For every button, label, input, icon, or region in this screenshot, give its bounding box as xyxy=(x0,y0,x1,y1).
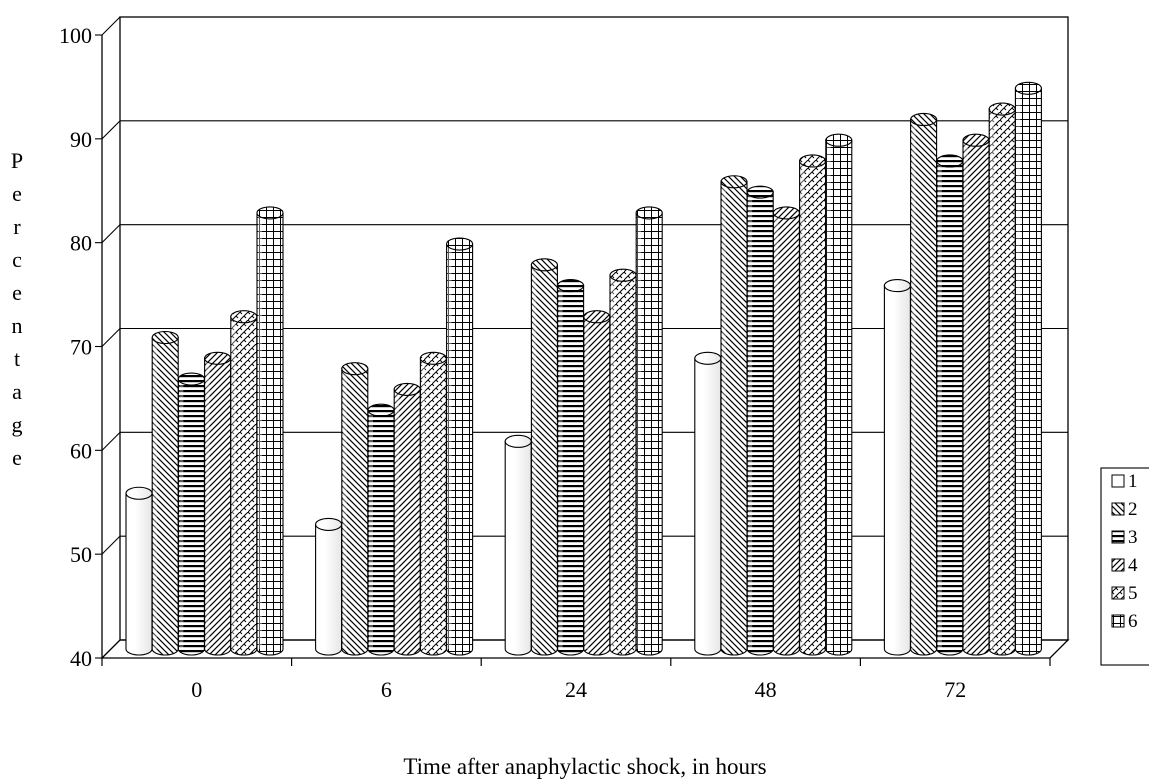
bar-4-6 xyxy=(393,382,421,656)
legend-label: 5 xyxy=(1128,583,1138,604)
bar-3-6 xyxy=(367,403,395,656)
bar-6-24 xyxy=(635,206,663,656)
bar-2-48 xyxy=(720,175,748,656)
bar-3-72 xyxy=(936,154,964,656)
bar-2-0 xyxy=(151,330,179,656)
legend-label: 6 xyxy=(1128,611,1138,632)
bar-3-24 xyxy=(557,279,585,656)
x-tick-label: 72 xyxy=(944,677,966,702)
legend-swatch xyxy=(1111,614,1125,628)
bar-5-24 xyxy=(609,268,637,656)
y-tick-label: 80 xyxy=(70,231,92,256)
legend-label: 2 xyxy=(1128,499,1138,520)
side-wall-line xyxy=(101,535,121,555)
y-axis-title-letter: c xyxy=(12,247,22,272)
bar-4-72 xyxy=(962,133,990,656)
bar-1-24 xyxy=(504,434,532,656)
legend-box xyxy=(1100,467,1149,666)
bar-4-24 xyxy=(583,310,611,656)
x-tick-label: 24 xyxy=(565,677,587,702)
y-axis-title-letter: g xyxy=(12,412,23,437)
y-axis-title-letter: t xyxy=(14,346,20,371)
bar-1-6 xyxy=(315,517,343,656)
y-tick-label: 40 xyxy=(70,646,92,671)
side-wall-line xyxy=(101,224,121,244)
legend-label: 3 xyxy=(1128,527,1138,548)
legend: 1 2 3 4 5 6 xyxy=(1100,467,1149,666)
side-wall-line xyxy=(101,16,121,36)
side-wall-line xyxy=(101,431,121,451)
floor xyxy=(100,639,1070,659)
y-axis-title-letter: a xyxy=(12,379,22,404)
legend-swatch xyxy=(1111,502,1125,516)
legend-swatch xyxy=(1111,558,1125,572)
legend-label: 1 xyxy=(1128,471,1138,492)
bar-1-72 xyxy=(883,279,911,656)
legend-label: 4 xyxy=(1128,555,1138,576)
y-tick-label: 70 xyxy=(70,335,92,360)
bar-4-48 xyxy=(772,206,800,656)
legend-swatch xyxy=(1111,474,1125,488)
bar-2-6 xyxy=(341,362,369,656)
y-tick-label: 100 xyxy=(59,23,92,48)
legend-swatch xyxy=(1111,586,1125,600)
bar-3-48 xyxy=(746,185,774,656)
bar-6-72 xyxy=(1014,81,1042,656)
y-axis-title-letter: e xyxy=(12,280,22,305)
x-axis-title: Time after anaphylactic shock, in hours xyxy=(403,754,766,779)
bars xyxy=(125,81,1042,656)
bar-6-48 xyxy=(825,133,853,656)
bar-5-72 xyxy=(988,102,1016,656)
bar-6-0 xyxy=(256,206,284,656)
side-wall-line xyxy=(101,328,121,347)
y-axis-title-letter: e xyxy=(12,445,22,470)
y-axis-title-letter: r xyxy=(13,214,21,239)
y-axis-title-letter: e xyxy=(12,181,22,206)
bar-5-6 xyxy=(419,351,447,656)
bar-2-72 xyxy=(910,112,938,656)
x-tick-label: 0 xyxy=(191,677,202,702)
legend-swatch xyxy=(1111,530,1125,544)
bar-5-0 xyxy=(230,310,258,656)
bar-1-0 xyxy=(125,486,153,656)
y-axis-title-letter: P xyxy=(11,148,23,173)
side-wall-line xyxy=(101,120,121,140)
y-axis-title-letter: n xyxy=(12,313,23,338)
x-tick-label: 48 xyxy=(755,677,777,702)
y-tick-label: 50 xyxy=(70,542,92,567)
bar-3-0 xyxy=(177,372,205,656)
tick-labels: 40 50 60 70 80 90 100 0 6 24 48 72 xyxy=(59,23,966,702)
bar-1-48 xyxy=(694,351,722,656)
x-tick-label: 6 xyxy=(381,677,392,702)
bar-6-6 xyxy=(446,237,474,656)
bar-4-0 xyxy=(204,351,232,656)
y-tick-label: 90 xyxy=(70,127,92,152)
bar-5-48 xyxy=(799,154,827,656)
bar-2-24 xyxy=(530,258,558,656)
y-tick-label: 60 xyxy=(70,438,92,463)
